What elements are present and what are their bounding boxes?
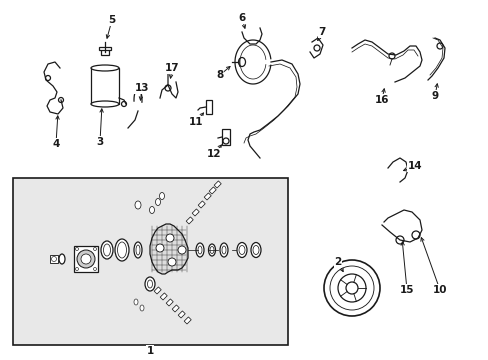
Text: 10: 10: [432, 285, 447, 295]
Circle shape: [178, 246, 185, 254]
Circle shape: [164, 85, 171, 91]
Ellipse shape: [239, 246, 244, 255]
Ellipse shape: [135, 201, 141, 209]
Text: 5: 5: [108, 15, 115, 25]
Ellipse shape: [136, 245, 140, 255]
Ellipse shape: [252, 246, 259, 255]
Ellipse shape: [155, 198, 160, 206]
Text: 7: 7: [318, 27, 325, 37]
Ellipse shape: [101, 241, 113, 259]
Text: 4: 4: [52, 139, 60, 149]
Text: 16: 16: [374, 95, 388, 105]
Text: 9: 9: [430, 91, 438, 101]
Ellipse shape: [198, 246, 202, 254]
Circle shape: [75, 267, 79, 270]
Circle shape: [436, 43, 442, 49]
Bar: [160, 293, 167, 300]
Circle shape: [77, 250, 95, 268]
Ellipse shape: [140, 305, 143, 311]
Bar: [154, 287, 161, 294]
Ellipse shape: [115, 239, 129, 261]
Bar: [184, 317, 191, 324]
Ellipse shape: [91, 101, 119, 107]
Text: 3: 3: [96, 137, 103, 147]
Bar: [198, 201, 205, 208]
Ellipse shape: [145, 277, 155, 291]
Circle shape: [165, 234, 174, 242]
Circle shape: [93, 267, 96, 270]
Bar: [172, 305, 179, 312]
Bar: [192, 209, 199, 216]
Text: 12: 12: [206, 149, 221, 159]
Ellipse shape: [208, 244, 215, 256]
Bar: [50, 255, 58, 263]
Bar: [13, 178, 287, 345]
Text: 6: 6: [238, 13, 245, 23]
Bar: [186, 217, 193, 224]
Circle shape: [45, 76, 50, 81]
Circle shape: [313, 45, 319, 51]
Ellipse shape: [159, 193, 164, 199]
Ellipse shape: [250, 243, 261, 257]
Circle shape: [395, 236, 403, 244]
Bar: [166, 299, 173, 306]
Text: 2: 2: [334, 257, 341, 267]
Ellipse shape: [149, 207, 154, 213]
Ellipse shape: [103, 244, 110, 256]
Bar: [204, 193, 211, 200]
Ellipse shape: [134, 242, 142, 258]
Bar: [214, 181, 221, 188]
Ellipse shape: [220, 243, 227, 257]
Text: 13: 13: [135, 83, 149, 93]
Circle shape: [411, 231, 419, 239]
Circle shape: [93, 248, 96, 251]
Circle shape: [59, 98, 63, 103]
Ellipse shape: [59, 254, 65, 264]
Bar: [74, 246, 98, 272]
Text: 8: 8: [216, 70, 223, 80]
Circle shape: [121, 102, 126, 107]
Circle shape: [81, 254, 91, 264]
Circle shape: [75, 248, 79, 251]
Bar: [205, 100, 211, 114]
Circle shape: [168, 258, 176, 266]
Ellipse shape: [238, 58, 245, 67]
Ellipse shape: [134, 299, 138, 305]
Text: 14: 14: [407, 161, 422, 171]
Bar: [91, 68, 119, 104]
Bar: [209, 187, 216, 194]
Text: 15: 15: [399, 285, 413, 295]
Bar: [101, 49, 109, 55]
Text: 1: 1: [146, 346, 153, 356]
Circle shape: [156, 244, 163, 252]
Circle shape: [346, 282, 357, 294]
Circle shape: [329, 266, 373, 310]
Ellipse shape: [196, 243, 203, 257]
Ellipse shape: [117, 242, 126, 258]
Polygon shape: [150, 224, 187, 274]
Bar: [99, 47, 111, 50]
Circle shape: [388, 53, 394, 59]
Ellipse shape: [147, 280, 152, 288]
Ellipse shape: [209, 247, 214, 253]
Bar: [222, 129, 229, 145]
Text: 11: 11: [188, 117, 203, 127]
Ellipse shape: [222, 246, 225, 254]
Circle shape: [324, 260, 379, 316]
Circle shape: [51, 256, 57, 261]
Text: 17: 17: [164, 63, 179, 73]
Ellipse shape: [91, 65, 119, 71]
Circle shape: [223, 138, 228, 144]
Bar: [178, 311, 185, 318]
Circle shape: [337, 274, 365, 302]
Ellipse shape: [237, 243, 246, 257]
